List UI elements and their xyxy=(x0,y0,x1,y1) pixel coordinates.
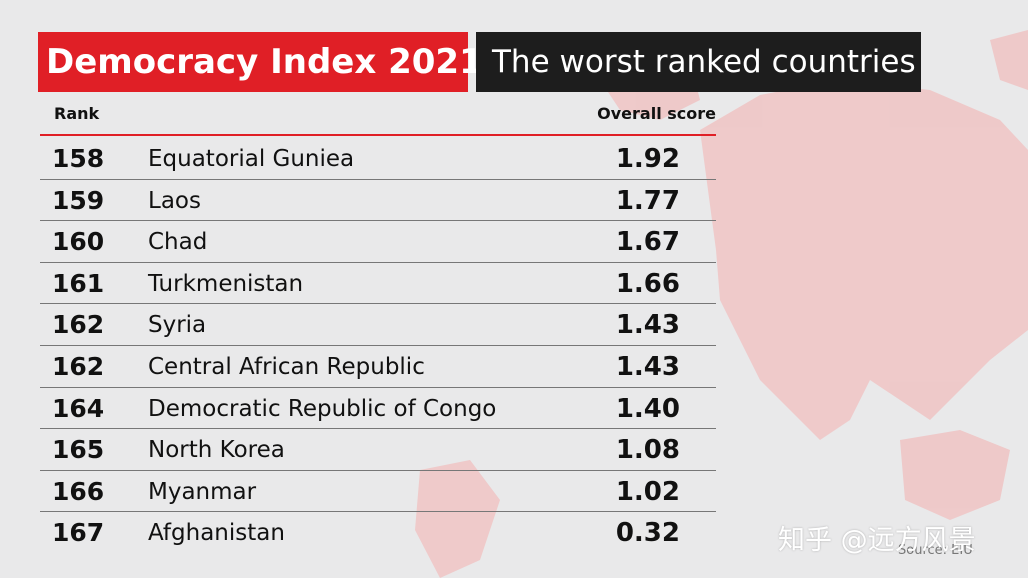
table-row: 164 Democratic Republic of Congo 1.40 xyxy=(40,388,716,430)
table-row: 167 Afghanistan 0.32 xyxy=(40,512,716,554)
rank-cell: 165 xyxy=(52,435,105,465)
table-row: 166 Myanmar 1.02 xyxy=(40,471,716,513)
score-cell: 1.92 xyxy=(615,144,680,174)
score-cell: 1.77 xyxy=(615,185,680,216)
score-cell: 1.43 xyxy=(615,351,680,382)
ranking-table: 158 Equatorial Guniea 1.92 159 Laos 1.77 160 Ch… xyxy=(40,138,716,554)
chart-subtitle: The worst ranked countries xyxy=(476,32,921,92)
country-cell: Myanmar xyxy=(148,478,257,505)
rank-cell: 162 xyxy=(52,351,105,381)
rank-cell: 167 xyxy=(52,518,105,548)
table-row: 158 Equatorial Guniea 1.92 xyxy=(40,138,716,180)
table-row: 160 Chad 1.67 xyxy=(40,221,716,263)
score-cell: 1.08 xyxy=(615,435,680,466)
table-row: 161 Turkmenistan 1.66 xyxy=(40,263,716,305)
country-cell: Democratic Republic of Congo xyxy=(148,395,497,422)
table-row: 159 Laos 1.77 xyxy=(40,180,716,222)
rank-cell: 160 xyxy=(52,227,105,257)
rank-cell: 161 xyxy=(52,268,105,298)
country-cell: Equatorial Guniea xyxy=(148,146,355,172)
rank-cell: 159 xyxy=(52,185,105,215)
country-cell: Chad xyxy=(148,229,208,256)
score-cell: 0.32 xyxy=(615,518,680,549)
score-cell: 1.40 xyxy=(615,393,680,424)
table-row: 165 North Korea 1.08 xyxy=(40,429,716,471)
column-header-rank: Rank xyxy=(54,104,100,123)
rank-cell: 166 xyxy=(52,476,105,506)
watermark: 知乎 @远方风景 xyxy=(778,525,976,556)
rank-cell: 162 xyxy=(52,310,105,340)
country-cell: Central African Republic xyxy=(148,353,425,380)
country-cell: Afghanistan xyxy=(148,520,285,547)
country-cell: Laos xyxy=(148,187,201,214)
rank-cell: 158 xyxy=(52,144,105,173)
country-cell: Turkmenistan xyxy=(148,270,304,297)
score-cell: 1.66 xyxy=(615,268,680,299)
table-row: 162 Central African Republic 1.43 xyxy=(40,346,716,388)
chart-title: Democracy Index 2021 xyxy=(38,32,483,92)
score-cell: 1.02 xyxy=(615,476,680,507)
header-divider xyxy=(40,134,716,136)
score-cell: 1.67 xyxy=(615,227,680,258)
table-row: 162 Syria 1.43 xyxy=(40,304,716,346)
country-cell: North Korea xyxy=(148,437,285,464)
source-note: Source: EIU xyxy=(898,543,973,558)
score-cell: 1.43 xyxy=(615,310,680,341)
column-header-score: Overall score xyxy=(597,104,716,123)
country-cell: Syria xyxy=(148,312,207,339)
rank-cell: 164 xyxy=(52,393,105,423)
